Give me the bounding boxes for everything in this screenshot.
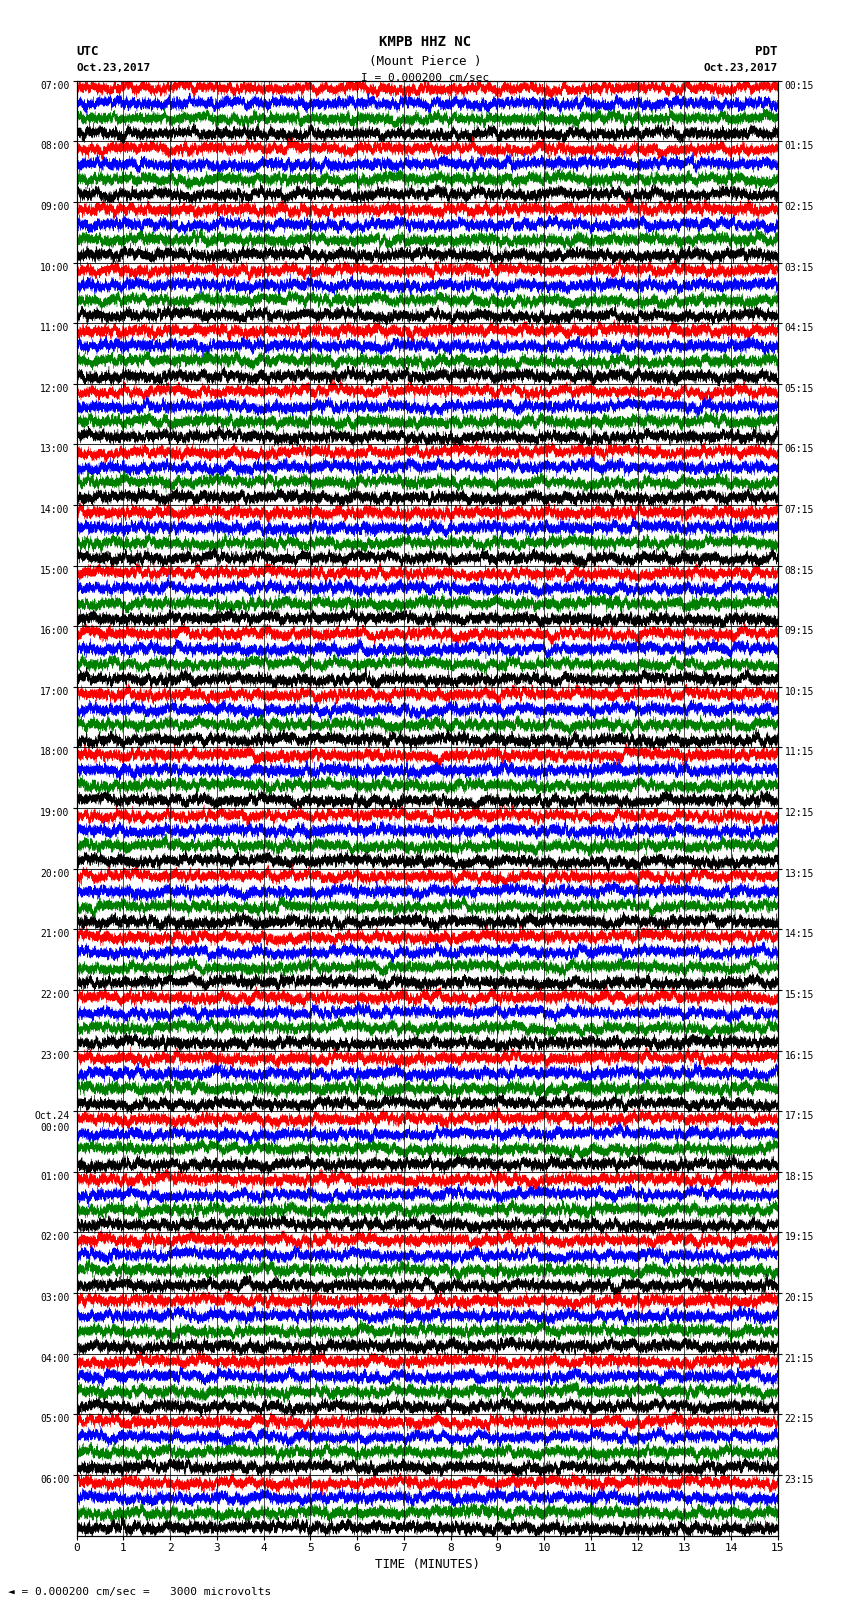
Text: Oct.23,2017: Oct.23,2017 [704,63,778,73]
Text: UTC: UTC [76,45,99,58]
Text: KMPB HHZ NC: KMPB HHZ NC [379,35,471,50]
Text: PDT: PDT [756,45,778,58]
Text: Oct.23,2017: Oct.23,2017 [76,63,150,73]
Text: ◄ = 0.000200 cm/sec =   3000 microvolts: ◄ = 0.000200 cm/sec = 3000 microvolts [8,1587,272,1597]
Text: I = 0.000200 cm/sec: I = 0.000200 cm/sec [361,73,489,82]
Text: (Mount Pierce ): (Mount Pierce ) [369,55,481,68]
X-axis label: TIME (MINUTES): TIME (MINUTES) [375,1558,479,1571]
